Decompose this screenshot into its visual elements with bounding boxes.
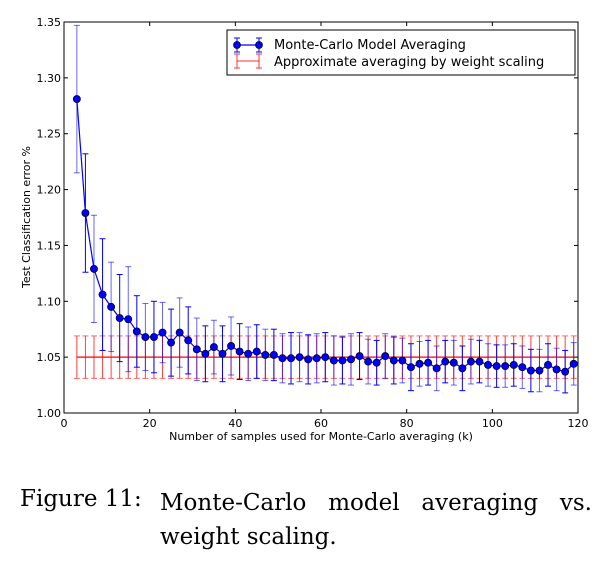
monte-carlo-point	[141, 333, 150, 341]
axis-ticks: 0 20 40 60 80 100 120 1.00 1.05 1.10 1.15 1.20 1.25 1…	[37, 16, 589, 430]
y-tick-label: 1.25	[37, 128, 62, 141]
monte-carlo-point	[561, 367, 570, 376]
legend-marker-monte-carlo	[233, 37, 263, 53]
monte-carlo-point	[458, 364, 467, 373]
monte-carlo-point	[158, 328, 167, 337]
monte-carlo-point	[398, 356, 407, 365]
monte-carlo-point	[98, 290, 107, 299]
monte-carlo-point	[287, 354, 295, 363]
legend-box	[226, 29, 576, 76]
monte-carlo-point	[347, 355, 355, 364]
plot-frame	[63, 21, 579, 414]
monte-carlo-point	[175, 328, 184, 337]
x-tick-label: 40	[228, 417, 242, 430]
monte-carlo-point	[492, 362, 501, 371]
y-tick-label: 1.20	[37, 184, 62, 197]
monte-carlo-point	[338, 356, 347, 365]
monte-carlo-point	[518, 363, 527, 372]
monte-carlo-point	[544, 361, 552, 369]
monte-carlo-line	[76, 99, 575, 373]
monte-carlo-point	[321, 353, 330, 362]
legend: Monte-Carlo Model Averaging Approximate …	[226, 29, 576, 76]
monte-carlo-point	[304, 355, 313, 364]
monte-carlo-point	[509, 361, 518, 369]
monte-carlo-point	[184, 336, 193, 345]
monte-carlo-point	[124, 315, 133, 324]
monte-carlo-point	[569, 359, 578, 368]
monte-carlo-point	[115, 314, 124, 322]
monte-carlo-point	[235, 347, 244, 356]
y-axis-label: Test Classification error %	[20, 146, 33, 289]
monte-carlo-point	[295, 353, 304, 362]
monte-carlo-point	[526, 366, 535, 375]
monte-carlo-series	[72, 24, 578, 394]
monte-carlo-point	[552, 365, 561, 374]
monte-carlo-point	[535, 366, 544, 375]
monte-carlo-point	[192, 345, 201, 354]
monte-carlo-point	[81, 209, 90, 217]
monte-carlo-point	[381, 352, 390, 360]
monte-carlo-point	[244, 349, 253, 358]
monte-carlo-point	[167, 338, 176, 347]
monte-carlo-point	[441, 357, 450, 366]
monte-carlo-point	[432, 364, 441, 373]
monte-carlo-point	[269, 350, 278, 359]
monte-carlo-point	[72, 95, 81, 104]
figure-label: Figure 11:	[20, 486, 142, 512]
y-tick-label: 1.15	[37, 239, 62, 252]
y-tick-label: 1.35	[37, 16, 62, 29]
y-tick-label: 1.00	[37, 407, 62, 420]
y-tick-label: 1.30	[37, 72, 62, 85]
monte-carlo-point	[227, 342, 235, 350]
monte-carlo-point	[364, 357, 373, 366]
chart: 0 20 40 60 80 100 120 1.00 1.05 1.10 1.15 1.20 1.25 1…	[20, 16, 589, 443]
monte-carlo-point	[484, 361, 492, 369]
monte-carlo-point	[424, 358, 433, 367]
legend-marker-weight-scaling	[234, 53, 262, 69]
monte-carlo-point	[278, 354, 287, 363]
monte-carlo-point	[312, 354, 321, 363]
monte-carlo-point	[466, 357, 475, 366]
monte-carlo-point	[209, 343, 218, 352]
x-tick-label: 120	[568, 417, 589, 430]
x-tick-label: 80	[400, 417, 414, 430]
x-tick-label: 20	[143, 417, 157, 430]
monte-carlo-point	[252, 347, 261, 356]
monte-carlo-point	[149, 333, 158, 341]
y-tick-label: 1.05	[37, 351, 62, 364]
x-tick-label: 0	[61, 417, 68, 430]
monte-carlo-point	[407, 363, 415, 372]
figure-caption: Monte-Carlo model averaging vs. weight s…	[160, 490, 592, 550]
monte-carlo-point	[329, 356, 338, 365]
monte-carlo-point	[107, 302, 116, 311]
x-tick-label: 100	[482, 417, 503, 430]
monte-carlo-point	[218, 349, 227, 358]
monte-carlo-point	[372, 358, 381, 367]
monte-carlo-point	[449, 358, 458, 367]
monte-carlo-point	[355, 352, 364, 360]
monte-carlo-point	[475, 357, 484, 366]
monte-carlo-point	[201, 349, 210, 358]
monte-carlo-point	[132, 327, 141, 336]
monte-carlo-point	[90, 264, 98, 273]
y-tick-label: 1.10	[37, 295, 62, 308]
x-tick-label: 60	[314, 417, 328, 430]
x-axis-label: Number of samples used for Monte-Carlo a…	[169, 430, 473, 443]
monte-carlo-point	[501, 362, 510, 371]
monte-carlo-point	[389, 356, 398, 365]
legend-label-weight-scaling: Approximate averaging by weight scaling	[274, 55, 544, 70]
monte-carlo-point	[415, 359, 424, 368]
monte-carlo-point	[261, 350, 270, 359]
legend-label-monte-carlo: Monte-Carlo Model Averaging	[274, 38, 466, 53]
